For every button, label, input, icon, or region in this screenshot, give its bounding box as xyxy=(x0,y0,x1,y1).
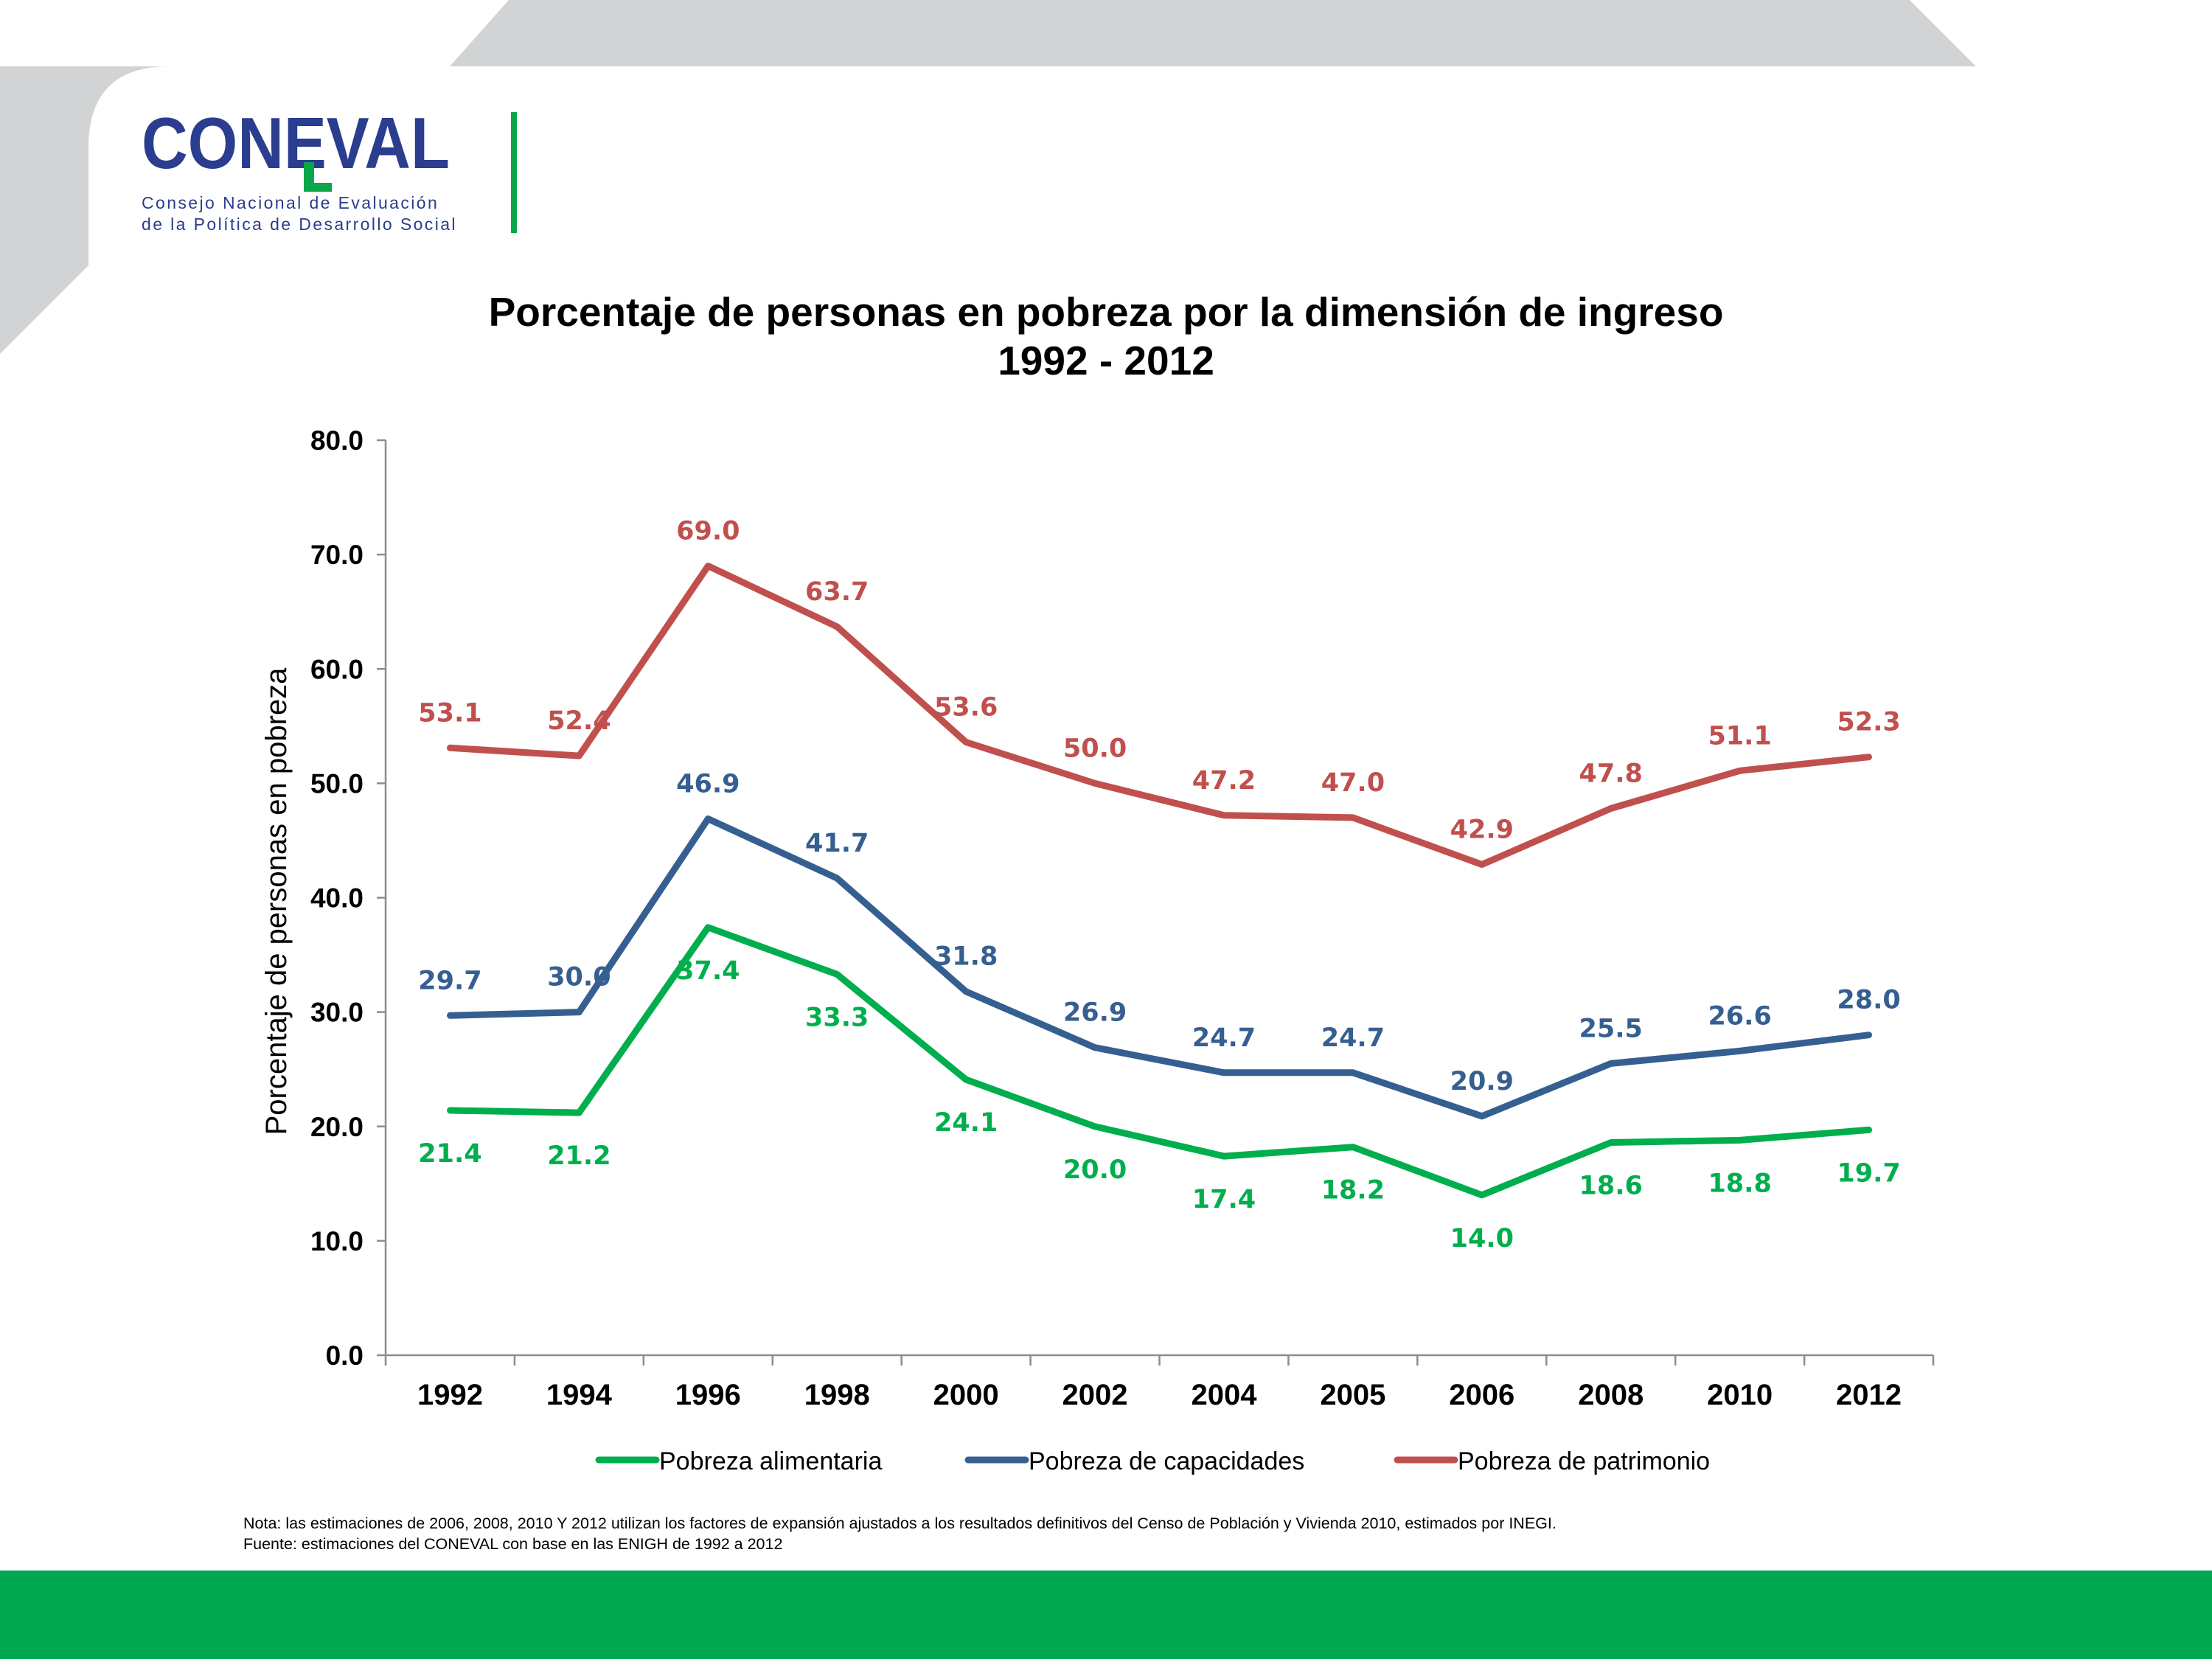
legend-label-0: Pobreza alimentaria xyxy=(659,1447,882,1475)
data-label: 26.6 xyxy=(1708,1001,1771,1031)
legend-label-2: Pobreza de patrimonio xyxy=(1458,1447,1710,1475)
data-label: 29.7 xyxy=(418,966,481,995)
y-tick-label: 40.0 xyxy=(310,883,364,914)
y-tick-label: 70.0 xyxy=(310,540,364,570)
data-label: 20.0 xyxy=(1063,1155,1127,1185)
logo-wordmark: CONEVAL xyxy=(142,103,450,184)
data-label: 24.7 xyxy=(1321,1023,1385,1053)
data-label: 18.8 xyxy=(1708,1169,1771,1198)
top-right-white-notch xyxy=(1910,0,2212,66)
data-label: 25.5 xyxy=(1579,1014,1643,1043)
footer-green-bar xyxy=(0,1571,2212,1659)
data-label: 24.7 xyxy=(1192,1023,1256,1053)
data-label: 47.8 xyxy=(1579,759,1643,789)
logo-subtitle-line1: Consejo Nacional de Evaluación xyxy=(142,193,439,212)
note-text: Nota: las estimaciones de 2006, 2008, 20… xyxy=(243,1514,1557,1532)
x-tick-label: 1992 xyxy=(417,1379,483,1411)
data-label: 28.0 xyxy=(1837,986,1900,1015)
source-text: Fuente: estimaciones del CONEVAL con bas… xyxy=(243,1535,783,1553)
chart-legend: Pobreza alimentaria Pobreza de capacidade… xyxy=(595,1447,1710,1475)
data-label: 53.1 xyxy=(418,698,481,728)
data-label: 50.0 xyxy=(1063,734,1127,763)
data-label: 19.7 xyxy=(1837,1158,1900,1188)
y-tick-label: 80.0 xyxy=(310,425,364,456)
y-tick-label: 30.0 xyxy=(310,998,364,1028)
x-tick-label: 1996 xyxy=(675,1379,741,1411)
logo-green-foot xyxy=(304,183,332,192)
data-label: 17.4 xyxy=(1192,1185,1256,1214)
data-label: 52.3 xyxy=(1837,708,1900,737)
coneval-logo: CONEVAL xyxy=(142,103,450,192)
x-tick-label: 2010 xyxy=(1707,1379,1773,1411)
x-tick-label: 1994 xyxy=(546,1379,613,1411)
series-line-2 xyxy=(447,563,1872,868)
data-label: 41.7 xyxy=(805,829,869,858)
data-label: 21.2 xyxy=(547,1141,611,1171)
y-tick-label: 10.0 xyxy=(310,1226,364,1256)
logo-subtitle-line2: de la Política de Desarrollo Social xyxy=(142,215,457,234)
x-tick-label: 2000 xyxy=(933,1379,999,1411)
legend-label-1: Pobreza de capacidades xyxy=(1029,1447,1304,1475)
chart-axes: 0.0 10.0 20.0 30.0 40.0 50.0 60.0 70.0 80.0 1992 1… xyxy=(260,425,1935,1411)
y-tick-label: 60.0 xyxy=(310,654,364,684)
data-label: 51.1 xyxy=(1708,721,1771,751)
data-label: 46.9 xyxy=(676,769,740,799)
chart-notes: Nota: las estimaciones de 2006, 2008, 20… xyxy=(243,1513,1557,1554)
chart-title: Porcentaje de personas en pobreza por la… xyxy=(0,288,2212,385)
chart-data-labels: 21.4 21.2 37.4 33.3 24.1 20.0 17.4 18.2 14.0 18.6… xyxy=(418,517,1900,1253)
data-label: 21.4 xyxy=(418,1139,481,1169)
x-tick-label: 2008 xyxy=(1578,1379,1644,1411)
data-label: 53.6 xyxy=(934,693,998,723)
x-tick-label: 2002 xyxy=(1062,1379,1128,1411)
y-tick-label: 50.0 xyxy=(310,768,364,799)
data-label: 26.9 xyxy=(1063,998,1127,1028)
x-tick-label: 2005 xyxy=(1320,1379,1385,1411)
top-left-white-notch xyxy=(0,0,509,66)
series-line-1 xyxy=(447,815,1872,1120)
line-chart: 0.0 10.0 20.0 30.0 40.0 50.0 60.0 70.0 80.0 1992 1… xyxy=(260,425,1935,1475)
data-label: 18.6 xyxy=(1579,1171,1643,1200)
data-label: 18.2 xyxy=(1321,1176,1385,1206)
data-label: 42.9 xyxy=(1450,815,1514,845)
data-label: 33.3 xyxy=(805,1003,869,1032)
data-label: 14.0 xyxy=(1450,1224,1514,1253)
x-tick-label: 2006 xyxy=(1449,1379,1514,1411)
x-tick-label: 1998 xyxy=(804,1379,870,1411)
data-label: 20.9 xyxy=(1450,1067,1514,1096)
x-tick-label: 2012 xyxy=(1836,1379,1902,1411)
chart-series xyxy=(447,563,1872,1199)
y-axis-title: Porcentaje de personas en pobreza xyxy=(260,667,293,1135)
data-label: 47.0 xyxy=(1321,768,1385,798)
data-label: 63.7 xyxy=(805,577,869,607)
y-tick-label: 20.0 xyxy=(310,1112,364,1142)
data-label: 69.0 xyxy=(676,517,740,546)
chart-title-line2: 1992 - 2012 xyxy=(998,338,1214,383)
data-label: 24.1 xyxy=(934,1108,998,1138)
data-label: 37.4 xyxy=(676,956,740,986)
y-tick-label: 0.0 xyxy=(326,1340,364,1371)
white-content-panel xyxy=(0,66,2212,1659)
data-label: 52.4 xyxy=(547,706,611,736)
chart-title-line1: Porcentaje de personas en pobreza por la… xyxy=(488,289,1724,335)
x-tick-label: 2004 xyxy=(1191,1379,1257,1411)
series-line-0 xyxy=(447,924,1872,1199)
data-label: 47.2 xyxy=(1192,766,1256,796)
data-label: 31.8 xyxy=(934,942,998,972)
logo-divider xyxy=(511,112,517,233)
data-label: 30.0 xyxy=(547,963,611,992)
